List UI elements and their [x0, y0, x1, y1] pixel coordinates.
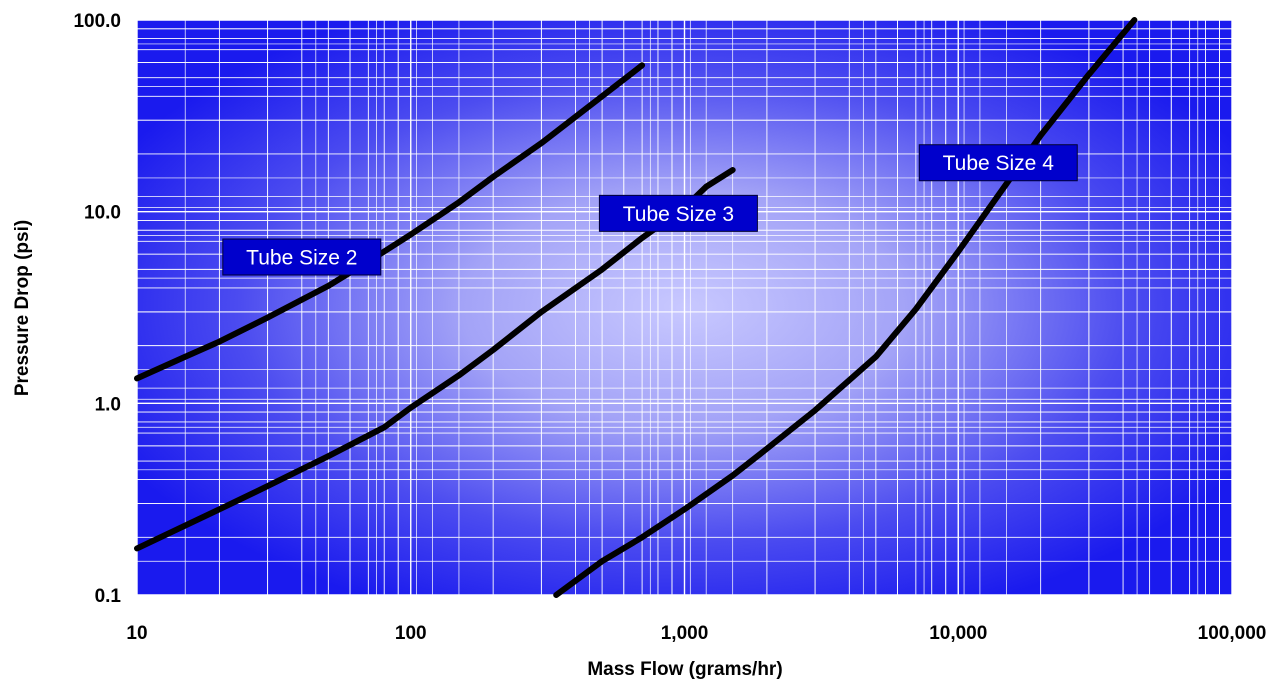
tick-labels: 10 100 1,000 10,000 100,000 0.1 1.0 10.0 100.0 — [73, 11, 1266, 644]
series-label-text: Tube Size 3 — [623, 203, 734, 226]
series-label-2: Tube Size 2 — [222, 238, 382, 276]
x-tick-label: 100 — [395, 623, 427, 644]
series-line-2 — [134, 62, 646, 382]
y-axis-title: Pressure Drop (psi) — [12, 220, 33, 396]
series-line-4 — [553, 17, 1138, 598]
series-label-4: Tube Size 4 — [918, 144, 1078, 182]
series-label-text: Tube Size 2 — [246, 247, 357, 270]
y-tick-label: 100.0 — [73, 11, 121, 32]
series-label-box — [598, 194, 758, 232]
y-tick-label: 0.1 — [95, 586, 122, 607]
series-label-box — [918, 144, 1078, 182]
series-label-text: Tube Size 4 — [943, 152, 1055, 175]
y-tick-label: 10.0 — [84, 203, 121, 224]
series-label-box — [222, 238, 382, 276]
grid-lines — [136, 4, 1255, 596]
x-tick-label: 10 — [126, 623, 147, 644]
x-tick-label: 10,000 — [929, 623, 987, 644]
x-tick-label: 100,000 — [1198, 623, 1267, 644]
x-tick-label: 1,000 — [661, 623, 709, 644]
series-label-3: Tube Size 3 — [598, 194, 758, 232]
y-tick-label: 1.0 — [95, 394, 121, 415]
x-axis-title: Mass Flow (grams/hr) — [587, 659, 782, 680]
series-labels: Tube Size 2 Tube Size 3 Tube Size 4 — [222, 144, 1078, 276]
